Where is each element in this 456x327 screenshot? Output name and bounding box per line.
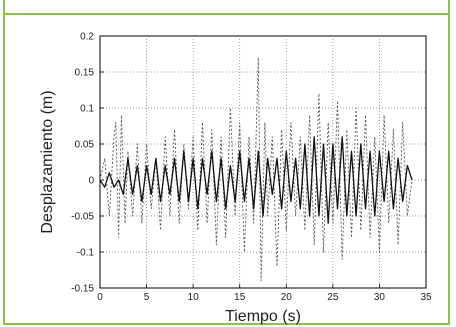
x-tick-labels: 0 5 10 15 20 25 30 35	[97, 292, 432, 303]
y-tick-label: 0.2	[80, 32, 94, 43]
y-tick-label: 0.05	[75, 140, 95, 151]
plot-area	[99, 35, 427, 289]
x-tick-label: 35	[420, 292, 432, 303]
figure-top-bar	[5, 0, 448, 15]
y-axis-label: Desplazamiento (m)	[39, 90, 56, 233]
x-tick-label: 30	[374, 292, 386, 303]
x-tick-label: 10	[188, 292, 200, 303]
x-tick-label: 15	[234, 292, 246, 303]
y-tick-label: 0	[88, 176, 94, 187]
y-tick-label: -0.15	[71, 284, 94, 295]
series-line-dashed	[99, 57, 413, 282]
y-tick-labels: 0.2 0.15 0.1 0.05 0 -0.05 -0.1 -0.15	[71, 32, 94, 295]
x-axis-label: Tiempo (s)	[225, 308, 301, 325]
x-tick-label: 0	[97, 292, 103, 303]
x-tick-label: 5	[144, 292, 150, 303]
y-tick-label: -0.1	[77, 248, 95, 259]
y-tick-label: 0.15	[75, 68, 95, 79]
series-line-solid	[99, 136, 413, 224]
series-group	[99, 57, 413, 282]
y-tick-label: -0.05	[71, 212, 94, 223]
x-tick-label: 25	[327, 292, 339, 303]
y-tick-label: 0.1	[80, 104, 94, 115]
x-tick-label: 20	[281, 292, 293, 303]
